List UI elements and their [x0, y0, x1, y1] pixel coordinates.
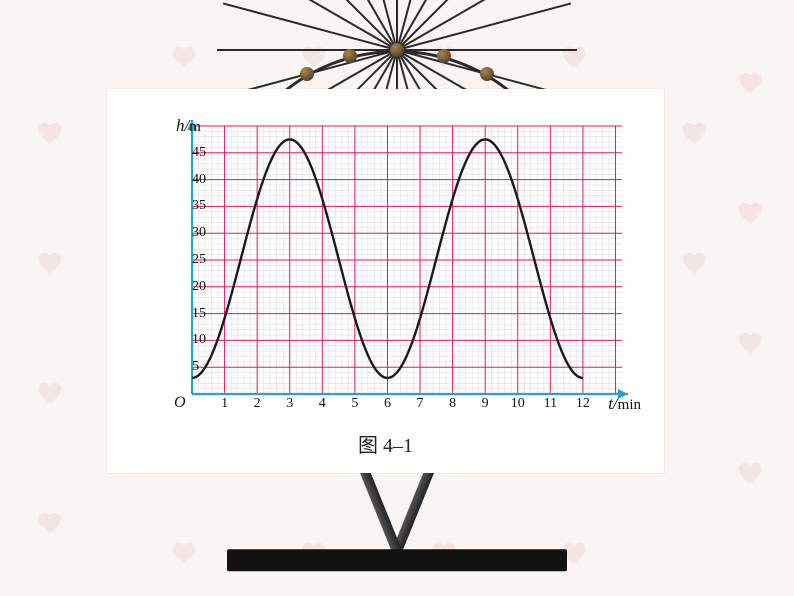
x-tick-label: 2 — [254, 396, 261, 412]
heart-icon — [680, 118, 708, 146]
heart-icon — [36, 378, 64, 406]
x-tick-label: 5 — [351, 396, 358, 412]
ferris-cab — [480, 67, 494, 81]
ferris-spoke — [223, 2, 397, 51]
ferris-spoke — [397, 2, 571, 51]
x-tick-label: 1 — [221, 396, 228, 412]
chart-area: h/m t/min O 51015202530354045 1234567891… — [132, 114, 639, 414]
heart-icon — [170, 42, 198, 70]
x-tick-label: 6 — [384, 396, 391, 412]
x-tick-label: 8 — [449, 396, 456, 412]
heart-icon — [680, 248, 708, 276]
heart-icon — [736, 328, 764, 356]
x-tick-label: 11 — [544, 396, 557, 412]
origin-label: O — [174, 394, 186, 412]
heart-icon — [36, 248, 64, 276]
y-axis-label: h/m — [176, 116, 201, 136]
ferris-base — [227, 549, 567, 571]
y-axis-unit: m — [189, 119, 201, 135]
ferris-spoke — [397, 49, 577, 51]
ferris-cab — [343, 49, 357, 63]
chart-svg — [132, 114, 639, 414]
heart-icon — [736, 198, 764, 226]
ferris-spoke — [217, 49, 397, 51]
heart-icon — [170, 538, 198, 566]
page-background: h/m t/min O 51015202530354045 1234567891… — [0, 0, 794, 596]
x-tick-label: 12 — [576, 396, 590, 412]
y-axis-var: h — [176, 116, 185, 135]
x-tick-label: 3 — [286, 396, 293, 412]
x-axis-label: t/min — [608, 394, 641, 414]
ferris-cab — [300, 67, 314, 81]
chart-card: h/m t/min O 51015202530354045 1234567891… — [107, 89, 664, 473]
x-tick-label: 9 — [482, 396, 489, 412]
x-tick-label: 7 — [417, 396, 424, 412]
heart-icon — [36, 508, 64, 536]
ferris-cab — [390, 43, 404, 57]
x-axis-unit: min — [618, 397, 641, 413]
heart-icon — [36, 118, 64, 146]
x-tick-label: 4 — [319, 396, 326, 412]
x-tick-label: 10 — [511, 396, 525, 412]
heart-icon — [736, 458, 764, 486]
ferris-cab — [437, 49, 451, 63]
figure-caption: 图 4–1 — [107, 429, 664, 458]
heart-icon — [736, 68, 764, 96]
